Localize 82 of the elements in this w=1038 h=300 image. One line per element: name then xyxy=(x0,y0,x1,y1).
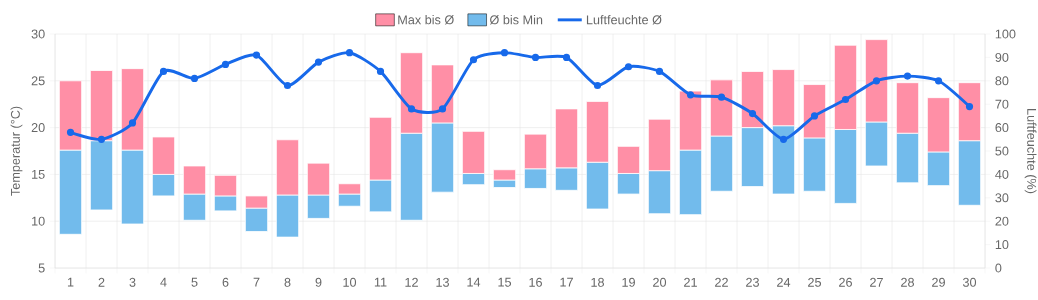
point xyxy=(190,74,199,83)
x-tick-label: 9 xyxy=(315,277,322,287)
point xyxy=(128,119,137,127)
y2-tick-label: 80 xyxy=(995,76,1009,86)
point xyxy=(252,51,261,59)
point xyxy=(531,53,540,61)
y2-tick-label: 70 xyxy=(995,99,1009,109)
point xyxy=(965,102,974,111)
x-tick-label: 6 xyxy=(222,277,229,287)
x-tick-label: 18 xyxy=(591,277,605,287)
x-tick-label: 17 xyxy=(560,277,573,287)
y2-tick-label: 30 xyxy=(995,193,1009,203)
x-tick-label: 26 xyxy=(839,277,852,287)
point xyxy=(376,67,385,76)
point xyxy=(686,91,695,99)
point xyxy=(345,49,354,57)
y-axis-title: Temperatur (°C) xyxy=(10,106,23,196)
point xyxy=(717,93,726,101)
x-tick-label: 28 xyxy=(901,277,915,287)
x-tick-label: 24 xyxy=(777,277,791,287)
x-tick-label: 25 xyxy=(808,277,822,287)
x-tick-label: 5 xyxy=(191,277,198,287)
x-tick-label: 29 xyxy=(932,277,945,287)
y2-tick-label: 0 xyxy=(995,263,1002,273)
x-tick-label: 3 xyxy=(129,277,136,287)
x-tick-label: 22 xyxy=(715,277,728,287)
x-tick-label: 4 xyxy=(160,277,167,287)
point xyxy=(97,135,106,143)
point xyxy=(779,135,788,143)
x-tick-label: 13 xyxy=(436,277,449,287)
point xyxy=(810,112,819,120)
y2-tick-label: 90 xyxy=(995,52,1009,62)
y2-axis-title: Luftfeuchte (%) xyxy=(1024,109,1037,194)
legend-label: Luftfeuchte Ø xyxy=(586,14,662,25)
y2-tick-label: 60 xyxy=(995,123,1009,133)
x-tick-label: 23 xyxy=(746,277,759,287)
point xyxy=(748,109,757,118)
x-tick-label: 30 xyxy=(962,277,977,287)
point xyxy=(438,105,447,113)
x-tick-label: 16 xyxy=(529,277,542,287)
point xyxy=(66,128,75,136)
point xyxy=(221,60,230,69)
x-tick-label: 8 xyxy=(284,277,291,287)
point xyxy=(872,77,881,85)
legend-label: Max bis Ø xyxy=(398,14,454,25)
point xyxy=(407,105,416,113)
point xyxy=(903,72,912,80)
y-tick-label: 25 xyxy=(31,76,45,86)
x-tick-label: 7 xyxy=(253,277,260,287)
x-tick-label: 27 xyxy=(870,277,883,287)
y-tick-label: 15 xyxy=(32,169,45,179)
x-tick-label: 10 xyxy=(343,277,357,287)
point xyxy=(841,95,850,104)
point xyxy=(469,56,478,64)
y-tick-label: 30 xyxy=(31,29,45,39)
point xyxy=(624,63,633,71)
point xyxy=(314,58,323,66)
y-tick-label: 20 xyxy=(31,123,45,133)
x-tick-label: 2 xyxy=(98,277,105,287)
legend-label: Ø bis Min xyxy=(489,14,543,25)
point xyxy=(562,53,571,61)
point xyxy=(934,77,943,85)
y-tick-label: 10 xyxy=(32,216,45,226)
point xyxy=(500,49,509,57)
y2-tick-label: 20 xyxy=(995,216,1009,226)
point xyxy=(593,81,602,90)
x-tick-label: 11 xyxy=(374,277,387,287)
x-tick-label: 15 xyxy=(498,277,512,287)
point xyxy=(655,67,664,76)
x-tick-label: 20 xyxy=(653,277,667,287)
point xyxy=(159,67,168,76)
x-tick-label: 21 xyxy=(684,277,697,287)
y2-tick-label: 50 xyxy=(995,146,1009,156)
y-tick-label: 5 xyxy=(38,263,45,273)
x-tick-label: 19 xyxy=(622,277,635,287)
y2-tick-label: 40 xyxy=(995,169,1009,179)
x-tick-label: 12 xyxy=(405,277,418,287)
point xyxy=(283,81,292,90)
x-tick-label: 1 xyxy=(67,277,74,287)
y2-tick-label: 100 xyxy=(995,29,1016,39)
x-tick-label: 14 xyxy=(467,277,481,287)
y2-tick-label: 10 xyxy=(995,240,1009,250)
